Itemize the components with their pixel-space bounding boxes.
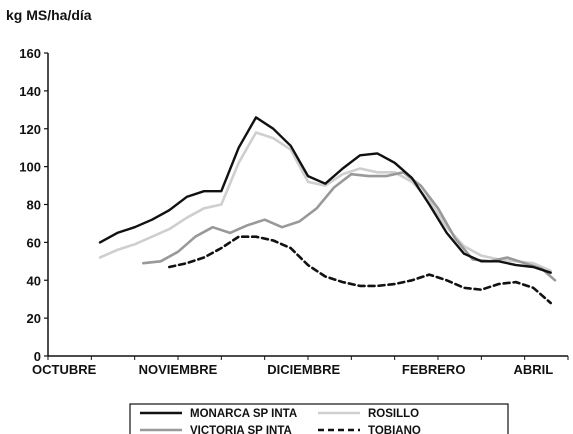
legend-label: TOBIANO [368,425,421,434]
series-line-tobiano [168,235,552,305]
y-tick-label: 80 [27,198,41,213]
legend-label: ROSILLO [368,408,419,420]
y-tick-label: 20 [27,311,41,326]
series-line-victoria-sp-inta [142,171,557,282]
y-tick-label: 60 [27,235,41,250]
plot-area [98,116,557,305]
y-axis: 0 20 40 60 80 100 120 140 160 [19,46,49,364]
x-axis: OCTUBRE NOVIEMBRE DICIEMBRE FEBRERO ABRIL [32,355,569,377]
x-tick-label: OCTUBRE [32,362,97,377]
x-tick-label: ABRIL [513,362,553,377]
series-line-monarca-sp-inta [98,116,552,274]
y-tick-label: 140 [19,84,41,99]
x-tick-label: NOVIEMBRE [139,362,218,377]
legend-label: MONARCA SP INTA [190,408,297,420]
y-tick-label: 0 [34,349,41,364]
y-tick-label: 120 [19,122,41,137]
legend: MONARCA SP INTA ROSILLO VICTORIA SP INTA TO… [129,403,509,434]
series-line-rosillo [98,131,552,273]
y-tick-label: 160 [19,46,41,61]
legend-label: VICTORIA SP INTA [190,425,292,434]
x-tick-label: DICIEMBRE [267,362,340,377]
x-tick-label: FEBRERO [402,362,466,377]
y-axis-title: kg MS/ha/día [6,7,92,23]
y-tick-label: 40 [27,273,41,288]
y-tick-label: 100 [19,160,41,175]
